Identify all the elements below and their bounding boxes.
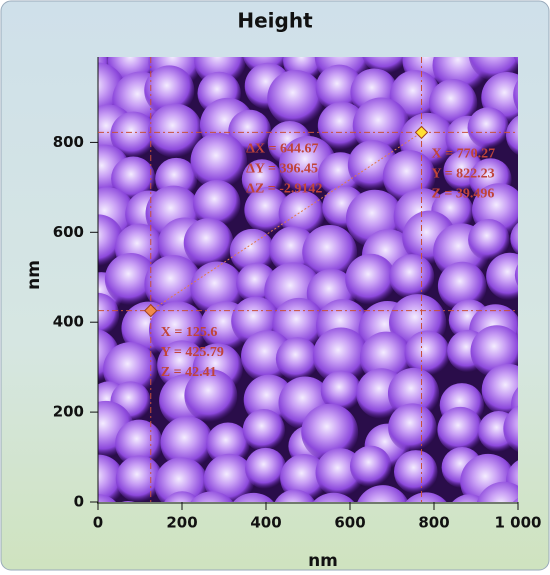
sphere — [468, 107, 509, 148]
sphere — [388, 403, 436, 451]
x-tick-label: 600 — [334, 514, 365, 532]
sphere — [389, 254, 434, 299]
x-tick-label: 0 — [93, 514, 103, 532]
delta-label: ΔZ = -2.9142 — [246, 182, 322, 197]
sphere — [345, 254, 396, 305]
cursor-label: Z = 39.496 — [432, 187, 495, 202]
sphere — [267, 70, 324, 127]
y-tick-label: 800 — [53, 133, 84, 151]
y-tick-label: 400 — [53, 313, 84, 331]
y-tick-label: 0 — [74, 493, 84, 511]
delta-label: ΔY = 396.45 — [246, 162, 318, 177]
sphere — [276, 337, 319, 380]
sphere — [245, 448, 286, 489]
cursor-label: X = 770.27 — [432, 147, 496, 162]
x-tick-label: 1 000 — [495, 514, 542, 532]
sphere — [437, 407, 483, 453]
sphere — [184, 218, 234, 268]
window: Height nm nm 0 200 400 600 800 1 000 0 200 400 60… — [0, 0, 550, 571]
x-tick-label: 800 — [418, 514, 449, 532]
cursor-label: Y = 425.79 — [161, 345, 224, 360]
y-tick-label: 200 — [53, 403, 84, 421]
y-axis-label: nm — [24, 260, 44, 290]
title: Height — [237, 9, 313, 33]
height-image — [65, 25, 550, 549]
sphere — [394, 450, 438, 494]
cursor-label: Y = 822.23 — [432, 167, 495, 182]
cursor-label: X = 125.6 — [161, 325, 218, 340]
sphere — [243, 409, 285, 451]
x-axis-label: nm — [308, 551, 338, 571]
x-tick-label: 400 — [250, 514, 281, 532]
y-tick-label: 600 — [53, 223, 84, 241]
delta-label: ΔX = 644.67 — [246, 142, 318, 157]
sphere — [350, 446, 391, 487]
x-tick-label: 200 — [166, 514, 197, 532]
cursor-label: Z = 42.41 — [161, 365, 217, 380]
